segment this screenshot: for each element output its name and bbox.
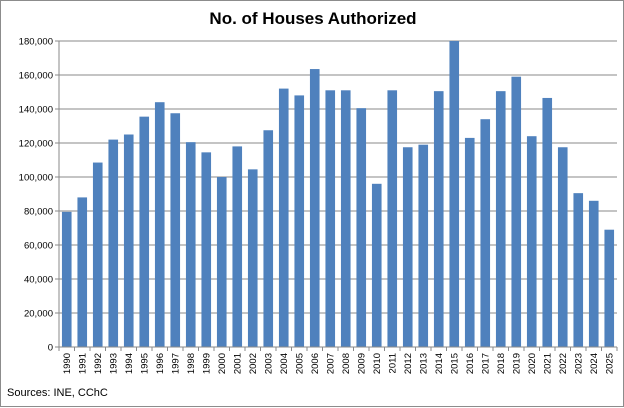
bar-2009 [356, 108, 367, 348]
chart-title: No. of Houses Authorized [209, 9, 417, 28]
x-tick-label: 2019 [511, 353, 522, 374]
x-tick-label: 2005 [294, 353, 305, 374]
bar-1998 [185, 142, 196, 347]
y-tick-label: 180,000 [19, 37, 53, 48]
x-tick-label: 1995 [139, 353, 150, 374]
bar-1995 [139, 116, 150, 348]
bar-2014 [433, 91, 444, 348]
bar-1999 [201, 152, 212, 347]
bars-group [61, 41, 615, 348]
x-tick-label: 2020 [527, 353, 538, 374]
x-tick-label: 2021 [542, 353, 553, 374]
x-tick-label: 1999 [201, 353, 212, 374]
bar-1996 [154, 102, 165, 347]
bar-2019 [511, 76, 522, 347]
axes [55, 40, 618, 351]
x-tick-label: 1991 [77, 353, 88, 374]
x-tick-label: 2006 [310, 353, 321, 374]
x-tick-label: 2002 [248, 353, 259, 374]
bar-1990 [61, 211, 72, 347]
y-tick-label: 160,000 [19, 71, 53, 82]
x-tick-label: 2000 [217, 353, 228, 374]
bar-2022 [557, 147, 568, 347]
bar-1991 [77, 197, 88, 347]
y-tick-label: 60,000 [24, 241, 53, 252]
bar-2021 [542, 97, 553, 347]
gridlines [59, 40, 617, 314]
bar-1993 [108, 139, 119, 347]
x-tick-label: 1990 [62, 353, 73, 374]
x-tick-label: 2012 [403, 353, 414, 374]
y-tick-label: 140,000 [19, 105, 53, 116]
y-tick-label: 0 [48, 343, 53, 354]
bar-2018 [495, 91, 506, 348]
x-tick-label: 2003 [263, 353, 274, 374]
y-tick-label: 20,000 [24, 309, 53, 320]
x-tick-label: 1998 [186, 353, 197, 374]
x-tick-label: 2007 [325, 353, 336, 374]
bar-2000 [216, 177, 227, 347]
bar-2016 [464, 137, 475, 347]
x-tick-label: 2004 [279, 353, 290, 374]
bar-2011 [387, 90, 398, 348]
bar-2002 [247, 169, 258, 347]
x-tick-label: 2016 [465, 353, 476, 374]
bar-2020 [526, 136, 537, 347]
x-tick-label: 1992 [93, 353, 104, 374]
x-tick-label: 2001 [232, 353, 243, 374]
source-note: Sources: INE, CChC [7, 387, 108, 399]
bar-2015 [449, 41, 460, 347]
x-tick-label: 2017 [480, 353, 491, 374]
y-tick-label: 100,000 [19, 173, 53, 184]
bar-2010 [371, 183, 382, 347]
x-tick-label: 2008 [341, 353, 352, 374]
x-tick-label: 2015 [449, 353, 460, 374]
x-tick-label: 2025 [604, 353, 615, 374]
x-tick-label: 2013 [418, 353, 429, 374]
x-tick-label: 2024 [589, 353, 600, 374]
bar-2025 [604, 229, 615, 347]
bar-2008 [340, 90, 351, 348]
y-tick-label: 80,000 [24, 207, 53, 218]
x-tick-label: 2014 [434, 353, 445, 374]
x-tick-label: 2009 [356, 353, 367, 374]
bar-2024 [588, 200, 599, 347]
x-tick-label: 1994 [124, 353, 135, 374]
bar-2001 [232, 146, 243, 347]
bar-1992 [92, 162, 103, 347]
x-tick-label: 1997 [170, 353, 181, 374]
x-tick-label: 1996 [155, 353, 166, 374]
bar-2004 [278, 88, 289, 347]
y-tick-labels: 0 20,000 40,000 60,000 80,000 100,000 120,000 1… [19, 37, 53, 354]
bar-1997 [170, 113, 181, 347]
bar-1994 [123, 134, 134, 347]
x-tick-label: 2011 [387, 353, 398, 373]
x-tick-label: 2023 [573, 353, 584, 374]
bar-2005 [294, 95, 305, 348]
y-tick-label: 40,000 [24, 275, 53, 286]
bar-2023 [573, 193, 584, 347]
bar-2017 [480, 119, 491, 347]
x-tick-labels: 1990 1991 1992 1993 1994 1995 1996 1997 1998 1999… [62, 353, 616, 374]
bar-2013 [418, 144, 429, 347]
x-tick-label: 2010 [372, 353, 383, 374]
x-tick-label: 2018 [496, 353, 507, 374]
bar-2003 [263, 130, 274, 347]
x-tick-label: 2022 [558, 353, 569, 374]
bar-2006 [309, 69, 320, 348]
bar-2007 [325, 90, 336, 348]
y-tick-label: 120,000 [19, 139, 53, 150]
x-tick-label: 1993 [108, 353, 119, 374]
bar-2012 [402, 147, 413, 347]
